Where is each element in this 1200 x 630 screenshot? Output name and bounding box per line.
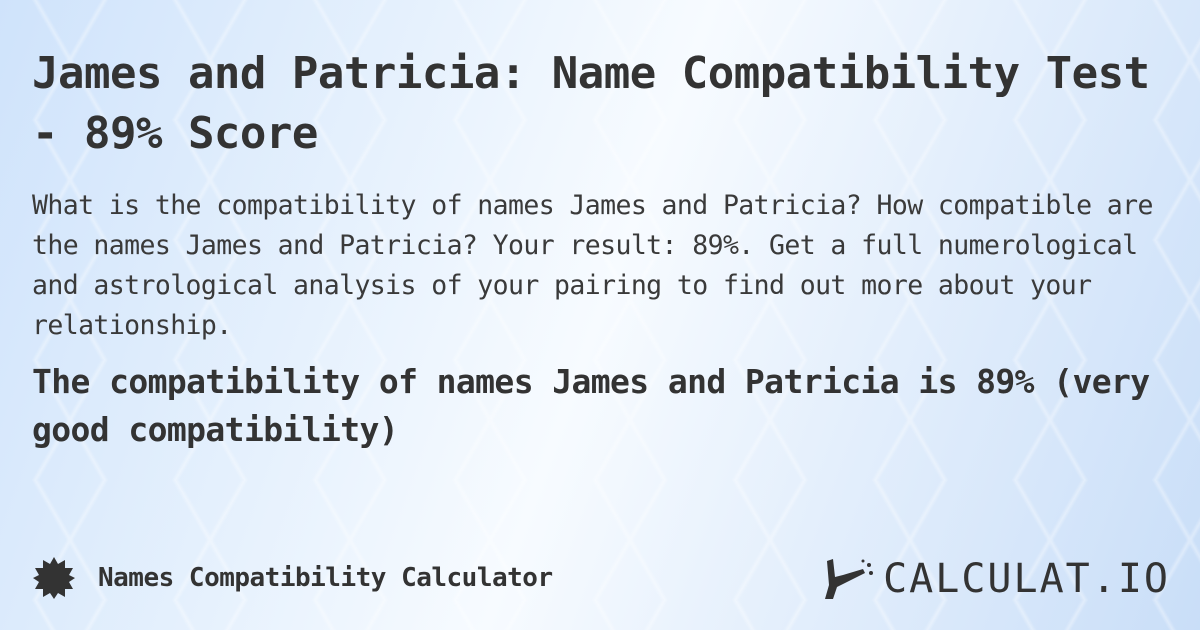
logo-text: CALCULAT.IO — [883, 556, 1170, 602]
calculator-name: Names Compatibility Calculator — [98, 563, 553, 593]
description: What is the compatibility of names James… — [32, 190, 1153, 341]
main-content: James and Patricia: Name Compatibility T… — [32, 44, 1172, 454]
calculatio-logo[interactable]: CALCULAT.IO — [823, 556, 1170, 602]
footer: Names Compatibility Calculator — [32, 556, 553, 600]
page-title: James and Patricia: Name Compatibility T… — [32, 48, 1150, 159]
hand-wand-icon — [825, 559, 874, 599]
result-text: The compatibility of names James and Pat… — [32, 362, 1150, 449]
badge-icon — [33, 557, 75, 599]
